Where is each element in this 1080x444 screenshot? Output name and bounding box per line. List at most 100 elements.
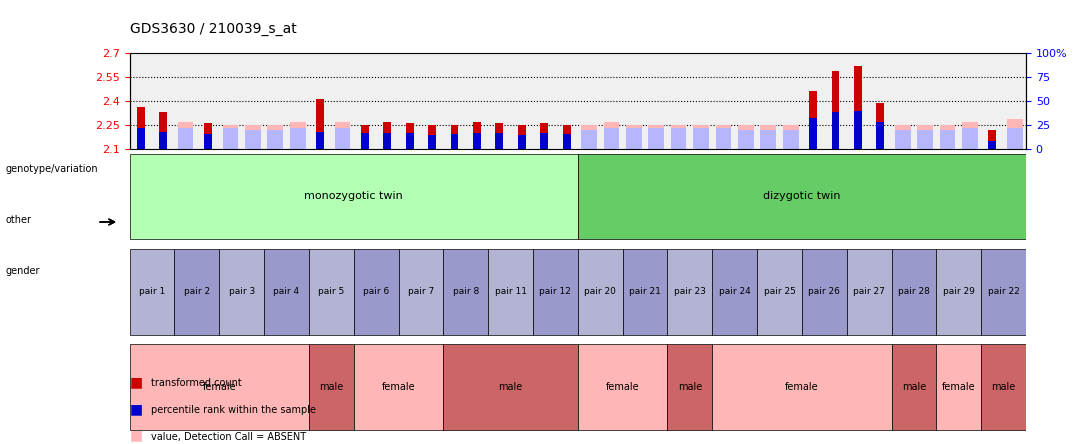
Text: pair 20: pair 20	[584, 287, 617, 297]
Text: female: female	[202, 382, 237, 392]
Text: pair 8: pair 8	[453, 287, 478, 297]
Bar	[540, 123, 549, 149]
Bar	[832, 112, 839, 149]
Text: other: other	[5, 215, 31, 225]
FancyBboxPatch shape	[488, 249, 534, 335]
Bar	[517, 125, 526, 149]
Bar	[289, 122, 306, 149]
Bar	[626, 128, 642, 149]
Bar	[648, 125, 664, 149]
Text: monozygotic twin: monozygotic twin	[305, 191, 403, 202]
Bar	[581, 125, 597, 149]
Text: pair 5: pair 5	[319, 287, 345, 297]
Text: pair 23: pair 23	[674, 287, 706, 297]
Bar	[693, 128, 708, 149]
FancyBboxPatch shape	[936, 249, 982, 335]
Bar	[988, 141, 997, 149]
Bar	[204, 135, 212, 149]
Text: pair 22: pair 22	[988, 287, 1020, 297]
Bar	[473, 122, 481, 149]
Bar	[809, 91, 818, 149]
FancyBboxPatch shape	[130, 249, 175, 335]
FancyBboxPatch shape	[354, 249, 399, 335]
Bar	[316, 99, 324, 149]
Text: transformed count: transformed count	[151, 378, 242, 388]
Text: pair 3: pair 3	[229, 287, 255, 297]
Bar	[289, 128, 306, 149]
Bar	[988, 130, 997, 149]
Bar	[496, 134, 503, 149]
Bar	[940, 125, 956, 149]
Text: female: female	[381, 382, 416, 392]
Text: pair 28: pair 28	[897, 287, 930, 297]
Bar	[563, 135, 570, 149]
FancyBboxPatch shape	[936, 345, 982, 430]
Bar	[137, 107, 145, 149]
FancyBboxPatch shape	[757, 249, 802, 335]
FancyBboxPatch shape	[399, 249, 444, 335]
Bar	[361, 134, 369, 149]
Bar	[604, 128, 619, 149]
FancyBboxPatch shape	[130, 154, 578, 239]
Bar	[738, 125, 754, 149]
Text: pair 2: pair 2	[184, 287, 210, 297]
Text: value, Detection Call = ABSENT: value, Detection Call = ABSENT	[151, 432, 307, 442]
FancyBboxPatch shape	[444, 249, 488, 335]
Bar	[335, 128, 350, 149]
Bar	[137, 128, 145, 149]
Bar	[178, 122, 193, 149]
Text: ■: ■	[130, 428, 143, 443]
Text: male: male	[499, 382, 523, 392]
Bar	[316, 131, 324, 149]
Bar	[917, 125, 933, 149]
Bar	[406, 134, 414, 149]
Text: pair 29: pair 29	[943, 287, 975, 297]
Bar	[450, 135, 459, 149]
Bar	[854, 111, 862, 149]
FancyBboxPatch shape	[578, 345, 667, 430]
FancyBboxPatch shape	[892, 249, 936, 335]
Bar	[809, 118, 818, 149]
Text: GDS3630 / 210039_s_at: GDS3630 / 210039_s_at	[130, 21, 296, 36]
FancyBboxPatch shape	[354, 345, 444, 430]
Text: male: male	[678, 382, 702, 392]
FancyBboxPatch shape	[713, 249, 757, 335]
Text: pair 12: pair 12	[539, 287, 571, 297]
Text: pair 27: pair 27	[853, 287, 886, 297]
FancyBboxPatch shape	[982, 249, 1026, 335]
Text: pair 11: pair 11	[495, 287, 527, 297]
FancyBboxPatch shape	[175, 249, 219, 335]
Bar	[383, 122, 391, 149]
Bar	[268, 130, 283, 149]
Text: pair 24: pair 24	[719, 287, 751, 297]
Text: male: male	[902, 382, 926, 392]
Text: male: male	[320, 382, 343, 392]
Bar	[716, 125, 731, 149]
FancyBboxPatch shape	[667, 249, 713, 335]
Text: ■: ■	[130, 402, 143, 416]
Text: pair 6: pair 6	[363, 287, 389, 297]
Bar	[671, 125, 687, 149]
FancyBboxPatch shape	[578, 154, 1026, 239]
Bar	[962, 122, 977, 149]
FancyBboxPatch shape	[309, 249, 354, 335]
Bar	[159, 112, 167, 149]
Bar	[473, 132, 481, 149]
Bar	[361, 125, 369, 149]
FancyBboxPatch shape	[219, 249, 265, 335]
Bar	[940, 130, 956, 149]
FancyBboxPatch shape	[444, 345, 578, 430]
Bar	[222, 125, 239, 149]
Bar	[783, 130, 798, 149]
Bar	[245, 130, 260, 149]
FancyBboxPatch shape	[802, 249, 847, 335]
Bar	[383, 132, 391, 149]
Bar	[581, 130, 597, 149]
Text: male: male	[991, 382, 1015, 392]
Bar	[876, 122, 885, 149]
Bar	[895, 130, 910, 149]
FancyBboxPatch shape	[309, 345, 354, 430]
Bar	[738, 130, 754, 149]
Bar	[854, 66, 862, 149]
Bar	[962, 128, 977, 149]
